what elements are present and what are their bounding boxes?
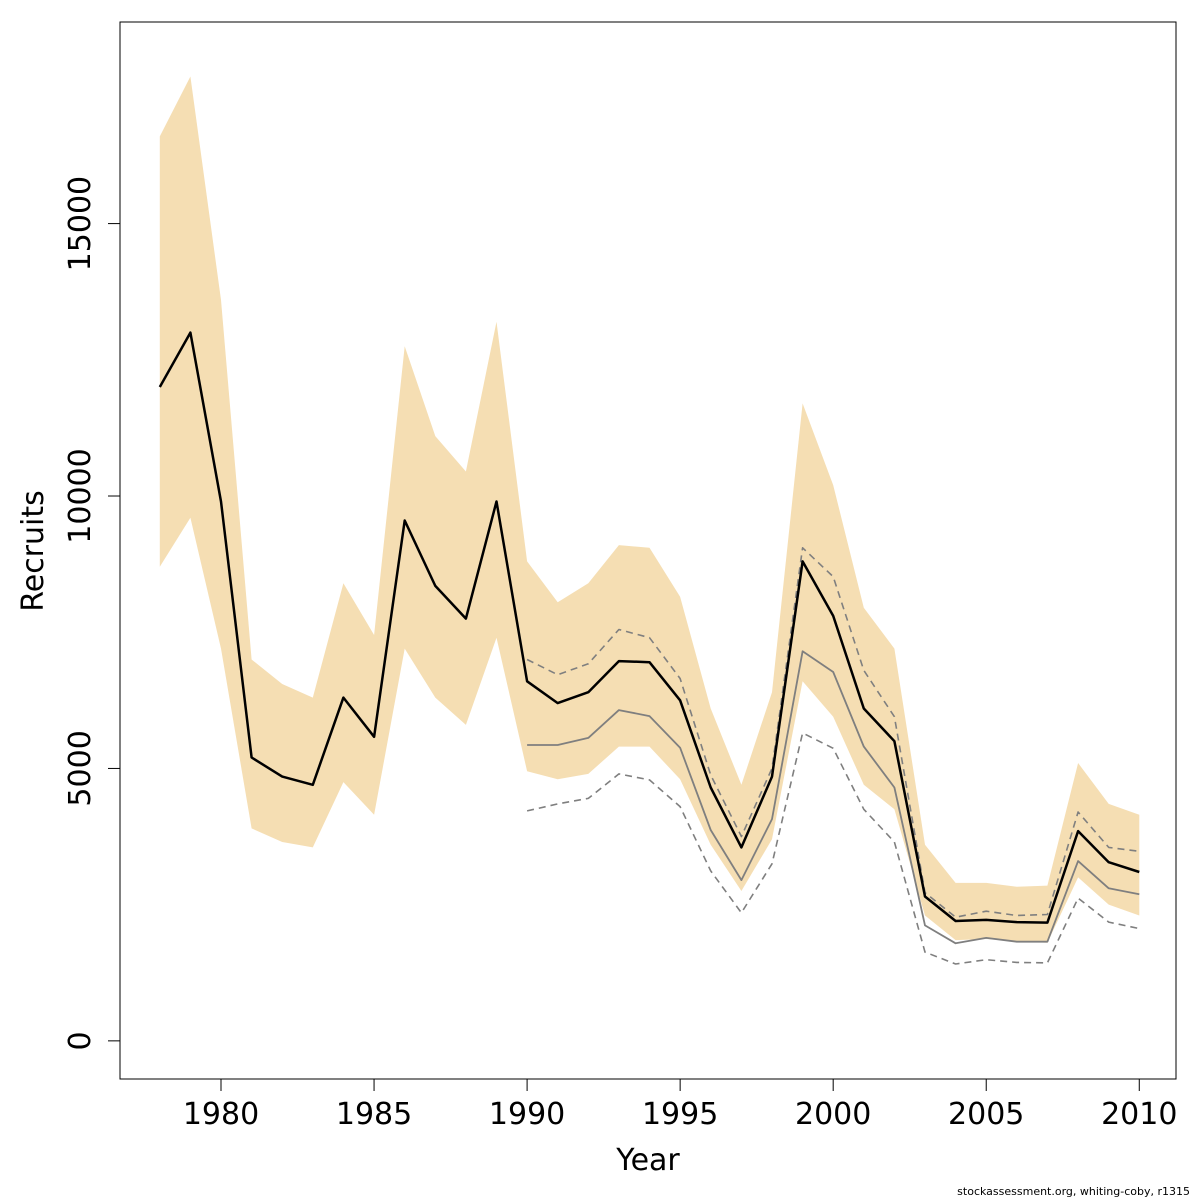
reference-line-1 bbox=[527, 650, 1140, 945]
reference-bound-line-2 bbox=[526, 546, 1140, 919]
x-tick-label: 1985 bbox=[336, 1097, 412, 1132]
y-tick-label: 10000 bbox=[63, 448, 98, 543]
x-tick-label: 1980 bbox=[183, 1097, 259, 1132]
x-axis-title: Year bbox=[615, 1143, 680, 1178]
x-axis: 1980 1985 1990 1995 2000 2005 2010 bbox=[183, 1078, 1177, 1132]
x-tick-label: 2000 bbox=[795, 1097, 871, 1132]
y-tick-label: 15000 bbox=[63, 176, 98, 271]
x-tick-label: 1990 bbox=[489, 1097, 565, 1132]
x-tick-label: 2010 bbox=[1101, 1097, 1177, 1132]
y-axis-title: Recruits bbox=[16, 490, 51, 612]
y-axis: 0 5000 10000 15000 bbox=[63, 176, 121, 1050]
y-tick-label: 5000 bbox=[63, 730, 98, 806]
confidence-bands bbox=[159, 76, 1140, 943]
estimate-line-0 bbox=[158, 331, 1140, 924]
reference-bound-line-3 bbox=[526, 732, 1140, 965]
series-lines bbox=[158, 331, 1140, 965]
confidence-band-0 bbox=[159, 76, 1140, 943]
x-tick-label: 1995 bbox=[642, 1097, 718, 1132]
credit-text: stockassessment.org, whiting-coby, r1315 bbox=[957, 1185, 1190, 1198]
x-tick-label: 2005 bbox=[948, 1097, 1024, 1132]
y-tick-label: 0 bbox=[63, 1031, 98, 1050]
